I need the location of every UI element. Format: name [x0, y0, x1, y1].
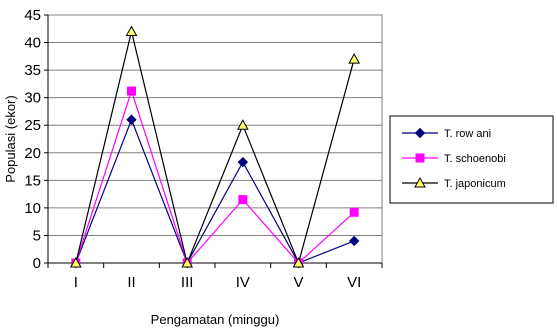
data-point: [292, 256, 305, 268]
x-tick-labels: I II III IV V VI: [47, 263, 383, 291]
legend-swatch-marker: [414, 176, 426, 188]
legend-label: T. japonicum: [444, 178, 506, 190]
y-axis-title: Populasi (ekor): [3, 95, 18, 182]
data-point: [127, 86, 136, 96]
series-line: [75, 89, 355, 265]
y-tick-label: 25: [24, 117, 41, 134]
series-group: [70, 114, 360, 269]
data-point: [348, 53, 361, 64]
series-line: [75, 31, 355, 265]
data-point: [349, 207, 359, 217]
y-tick-labels: 0 5 10 15 20 25 30 35 40 45: [24, 7, 48, 272]
data-point: [238, 195, 248, 205]
y-tick-label: 10: [24, 200, 41, 217]
x-axis-title: Pengamatan (minggu): [151, 312, 280, 327]
series-line: [75, 118, 355, 265]
x-tick-label: II: [127, 274, 135, 291]
x-tick-label: III: [181, 274, 194, 291]
data-point: [348, 235, 360, 247]
y-tick-label: 5: [33, 227, 41, 244]
y-tick-label: 30: [24, 90, 41, 107]
series-group: [71, 86, 359, 268]
series-group: [69, 25, 361, 268]
gridlines: [48, 14, 382, 236]
legend: T. row ani T. schoenobi T. japonicum: [389, 115, 554, 204]
legend-label: T. row ani: [444, 128, 491, 140]
y-tick-label: 40: [24, 35, 41, 52]
data-point: [237, 156, 249, 168]
x-tick-label: VI: [347, 274, 361, 291]
data-point: [181, 256, 194, 268]
y-tick-label: 20: [24, 145, 41, 162]
legend-swatch-marker: [414, 127, 426, 139]
y-tick-label: 15: [24, 172, 41, 189]
series: [69, 25, 361, 269]
legend-item: T. schoenobi: [402, 153, 506, 165]
legend-label: T. schoenobi: [444, 153, 506, 165]
x-tick-label: IV: [236, 274, 250, 291]
x-tick-label: I: [74, 274, 78, 291]
y-tick-label: 45: [24, 7, 41, 24]
data-point: [125, 25, 138, 37]
legend-swatch-marker: [415, 153, 425, 163]
x-tick-label: V: [293, 274, 303, 291]
data-point: [126, 114, 137, 125]
y-tick-label: 0: [33, 255, 41, 272]
legend-item: T. row ani: [402, 127, 491, 140]
data-point: [69, 256, 82, 268]
legend-item: T. japonicum: [402, 176, 506, 190]
data-point: [236, 119, 249, 130]
y-tick-label: 35: [24, 62, 41, 79]
